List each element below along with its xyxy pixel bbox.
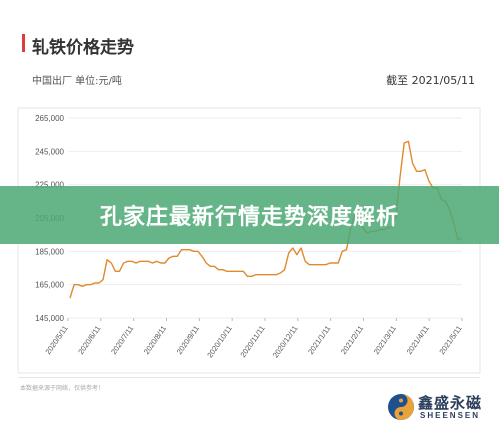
x-tick-label: 2020/9/11 (175, 324, 201, 356)
date-label: 截至 2021/05/11 (386, 74, 475, 87)
x-tick-label: 2021/2/11 (339, 324, 365, 356)
y-tick-label: 265,000 (35, 114, 64, 123)
brand-name-en: SHEENSEN (420, 411, 481, 420)
x-tick-label: 2020/6/11 (76, 324, 102, 356)
y-tick-label: 225,000 (35, 181, 64, 190)
y-tick-label: 165,000 (35, 281, 64, 290)
x-tick-label: 2020/8/11 (142, 324, 168, 356)
y-tick-label: 185,000 (35, 247, 64, 256)
x-tick-label: 2021/3/11 (372, 324, 398, 356)
brand-name: 鑫盛永磁 (418, 394, 483, 412)
x-tick-label: 2021/4/11 (405, 324, 431, 356)
chart-subtitle: 中国出厂 单位:元/吨 (32, 76, 122, 87)
x-tick-label: 2021/1/11 (306, 324, 332, 356)
title-accent-bar (22, 34, 25, 52)
banner-text: 孔家庄最新行情走势深度解析 (99, 205, 399, 230)
y-tick-label: 145,000 (35, 314, 64, 323)
chart-title: 轧铁价格走势 (32, 38, 134, 58)
footer-divider (18, 377, 480, 378)
x-tick-label: 2021/5/11 (437, 324, 463, 356)
x-tick-label: 2020/7/11 (109, 324, 135, 356)
x-tick-label: 2020/10/11 (205, 324, 234, 359)
source-note: 本数据来源于网络，仅供参考！ (20, 385, 105, 392)
x-tick-label: 2020/5/11 (43, 324, 69, 356)
headline-banner: 孔家庄最新行情走势深度解析 (0, 186, 499, 244)
y-tick-label: 245,000 (35, 147, 64, 156)
x-tick-label: 2020/12/11 (271, 324, 300, 359)
x-tick-label: 2020/11/11 (238, 324, 266, 359)
x-axis: 2020/5/11 2020/6/11 2020/7/11 2020/8/11 2020… (43, 318, 464, 359)
brand-logo-icon (388, 394, 414, 420)
